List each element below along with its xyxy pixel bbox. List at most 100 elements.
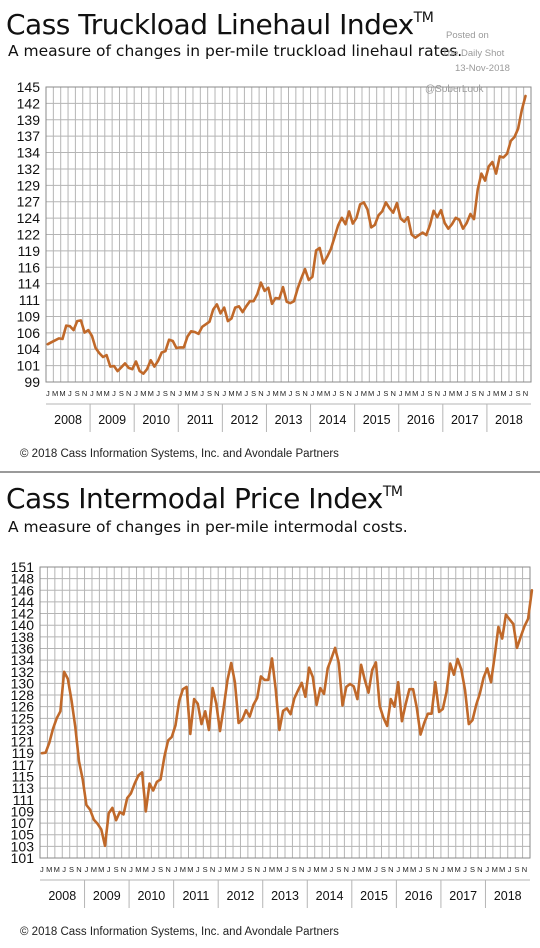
month-tick-label: S	[203, 865, 208, 874]
month-tick-label: J	[288, 389, 292, 398]
month-tick-label: S	[339, 389, 344, 398]
month-tick-label: M	[410, 865, 416, 874]
y-tick-label: 121	[11, 734, 35, 750]
month-tick-label: J	[85, 865, 89, 874]
year-label: 2013	[271, 889, 299, 903]
month-tick-label: J	[134, 389, 138, 398]
month-tick-label: J	[487, 389, 491, 398]
month-tick-label: J	[399, 389, 403, 398]
month-tick-label: M	[236, 389, 242, 398]
month-tick-label: J	[443, 389, 447, 398]
month-tick-label: S	[114, 865, 119, 874]
month-tick-label: J	[355, 389, 359, 398]
month-tick-label: J	[263, 865, 267, 874]
month-tick-label: M	[184, 389, 190, 398]
month-tick-label: S	[514, 865, 519, 874]
month-tick-label: J	[156, 389, 160, 398]
month-tick-label: M	[52, 389, 58, 398]
y-tick-label: 139	[17, 112, 41, 128]
month-tick-label: S	[158, 865, 163, 874]
month-tick-label: J	[465, 389, 469, 398]
year-label: 2011	[187, 413, 214, 427]
month-tick-label: M	[454, 865, 460, 874]
month-tick-label: M	[276, 865, 282, 874]
year-label: 2018	[494, 889, 522, 903]
y-tick-label: 101	[11, 850, 35, 866]
month-tick-label: J	[509, 389, 513, 398]
year-label: 2010	[137, 889, 165, 903]
month-tick-label: N	[214, 389, 219, 398]
y-tick-label: 99	[24, 374, 40, 390]
month-tick-label: S	[69, 865, 74, 874]
month-tick-label: J	[218, 865, 222, 874]
month-tick-label: N	[523, 389, 528, 398]
month-tick-label: M	[96, 389, 102, 398]
month-tick-label: J	[196, 865, 200, 874]
month-tick-label: S	[516, 389, 521, 398]
month-tick-label: J	[508, 865, 512, 874]
year-label: 2016	[407, 413, 435, 427]
month-tick-label: N	[258, 389, 263, 398]
month-tick-label: N	[388, 865, 393, 874]
month-tick-label: M	[492, 865, 498, 874]
month-tick-label: J	[463, 865, 467, 874]
y-tick-label: 138	[11, 629, 35, 645]
month-tick-label: M	[412, 389, 418, 398]
month-tick-label: M	[46, 865, 52, 874]
month-tick-label: J	[419, 865, 423, 874]
year-label: 2011	[182, 889, 209, 903]
series-line	[40, 588, 534, 848]
month-tick-label: N	[210, 865, 215, 874]
year-label: 2012	[231, 413, 259, 427]
month-tick-label: M	[449, 389, 455, 398]
year-label: 2008	[48, 889, 76, 903]
month-tick-label: S	[427, 389, 432, 398]
plot-frame	[45, 86, 532, 383]
chart-subtitle: A measure of changes in per-mile intermo…	[8, 518, 408, 536]
year-label: 2012	[227, 889, 255, 903]
month-tick-label: M	[403, 865, 409, 874]
month-tick-label: N	[522, 865, 527, 874]
month-tick-label: J	[151, 865, 155, 874]
y-tick-label: 151	[11, 559, 35, 575]
month-tick-label: N	[433, 865, 438, 874]
month-tick-label: S	[295, 389, 300, 398]
month-tick-label: S	[470, 865, 475, 874]
month-tick-label: J	[441, 865, 445, 874]
truckload-chart: 9910110410610911111411611912212412712913…	[17, 79, 532, 432]
month-tick-label: M	[365, 865, 371, 874]
series-line	[46, 94, 527, 376]
source-note: © 2018 Cass Information Systems, Inc. an…	[20, 926, 339, 938]
month-tick-label: J	[112, 389, 116, 398]
month-tick-label: J	[46, 389, 50, 398]
month-tick-label: J	[244, 389, 248, 398]
y-tick-label: 129	[17, 177, 41, 193]
month-tick-label: M	[59, 389, 65, 398]
month-tick-label: M	[361, 389, 367, 398]
y-tick-label: 111	[13, 792, 34, 808]
month-tick-label: M	[358, 865, 364, 874]
y-tick-label: 105	[11, 827, 35, 843]
y-tick-label: 106	[17, 325, 41, 341]
month-tick-label: N	[165, 865, 170, 874]
month-tick-label: S	[119, 389, 124, 398]
month-tick-label: S	[163, 389, 168, 398]
year-label: 2015	[360, 889, 388, 903]
y-tick-label: 142	[17, 95, 41, 111]
month-tick-label: M	[499, 865, 505, 874]
month-tick-label: N	[82, 389, 87, 398]
month-tick-label: J	[330, 865, 334, 874]
month-tick-label: S	[251, 389, 256, 398]
y-tick-label: 117	[12, 757, 35, 773]
month-tick-label: J	[285, 865, 289, 874]
y-tick-label: 119	[18, 243, 41, 259]
source-note: © 2018 Cass Information Systems, Inc. an…	[20, 448, 339, 460]
month-tick-label: J	[129, 865, 133, 874]
month-tick-label: M	[54, 865, 60, 874]
month-tick-label: S	[383, 389, 388, 398]
y-tick-label: 134	[11, 652, 35, 668]
year-label: 2015	[363, 413, 391, 427]
truckload-panel: Cass Truckload Linehaul IndexTM A measur…	[0, 0, 540, 470]
posted-on-label: Posted on	[446, 30, 489, 41]
year-label: 2009	[98, 413, 126, 427]
